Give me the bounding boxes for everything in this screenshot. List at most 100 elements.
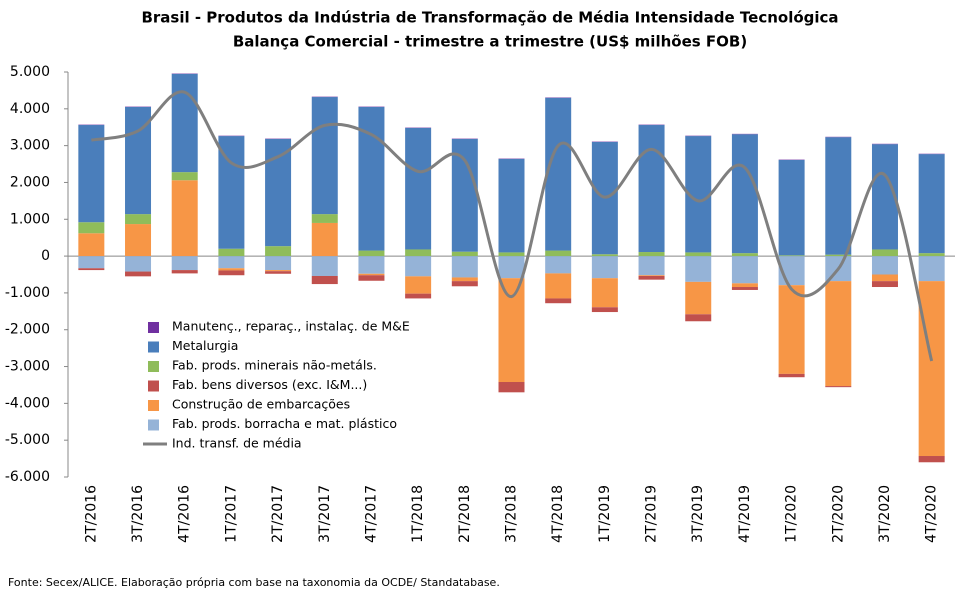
bar-segment: [171, 73, 198, 173]
bar-segment: [545, 298, 572, 304]
bar-segment: [358, 256, 385, 274]
bar-segment: [171, 172, 198, 181]
bar-segment: [871, 281, 898, 288]
bar-segment: [218, 248, 245, 257]
bar-segment: [918, 253, 945, 257]
x-tick-label: 2T/2020: [830, 485, 846, 543]
bar-segment: [498, 158, 525, 253]
x-tick-label: 3T/2017: [317, 485, 333, 543]
legend-label: Manutenç., reparaç., instalaç. de M&E: [172, 319, 410, 334]
x-tick-label: 2T/2017: [270, 485, 286, 543]
bar-segment: [918, 256, 945, 282]
x-tick-label: 1T/2020: [784, 485, 800, 543]
bar-segment: [311, 214, 338, 223]
bar-segment: [218, 256, 245, 269]
bar-segment: [451, 277, 478, 282]
bar-segment: [778, 255, 805, 257]
bar-segment: [358, 273, 385, 276]
bar-segment: [685, 252, 712, 257]
bar-segment: [778, 373, 805, 378]
x-tick-label: 2T/2018: [457, 485, 473, 543]
bar-segment: [825, 386, 852, 388]
x-tick-label: 4T/2019: [737, 485, 753, 543]
bar-segment: [731, 287, 758, 290]
chart-title: Brasil - Produtos da Indústria de Transf…: [141, 9, 838, 27]
y-tick-label: 2.000: [10, 174, 50, 190]
bar-segment: [545, 250, 572, 257]
bar-segment: [591, 254, 618, 257]
x-tick-label: 1T/2017: [223, 485, 239, 543]
bar-segment: [125, 224, 152, 257]
bar-segment: [778, 285, 805, 374]
legend-swatch: [148, 380, 159, 392]
legend-swatch: [148, 419, 159, 431]
chart-subtitle: Balança Comercial - trimestre a trimestr…: [233, 33, 747, 51]
source-note: Fonte: Secex/ALICE. Elaboração própria c…: [8, 576, 500, 589]
bar-segment: [311, 275, 338, 285]
bar-segment: [918, 456, 945, 463]
bar-segment: [498, 256, 525, 279]
x-tick-label: 4T/2018: [550, 485, 566, 543]
bar-segment: [405, 293, 432, 299]
bar-segment: [171, 256, 198, 271]
bar-segment: [498, 382, 525, 393]
bar-segment: [918, 154, 945, 254]
legend-swatch: [148, 322, 159, 333]
y-tick-label: 5.000: [10, 64, 50, 80]
bar-segment: [825, 137, 852, 255]
bar-segment: [451, 139, 478, 252]
bar-segment: [265, 270, 292, 272]
x-tick-label: 4T/2020: [924, 485, 940, 543]
bar-segment: [265, 246, 292, 257]
bar-segment: [685, 314, 712, 322]
y-tick-label: -4.000: [5, 395, 50, 411]
bar-segment: [545, 273, 572, 299]
bar-segment: [125, 256, 152, 272]
x-tick-label: 2T/2019: [644, 485, 660, 543]
bar-segment: [171, 270, 198, 274]
bar-segment: [265, 271, 292, 274]
bar-segment: [498, 252, 525, 257]
legend-swatch: [148, 400, 159, 411]
bar-segment: [311, 97, 338, 215]
bar-segment: [638, 275, 665, 276]
legend-label: Construção de embarcações: [172, 397, 350, 412]
bar-segment: [498, 278, 525, 383]
bar-segment: [405, 127, 432, 250]
bar-segment: [405, 276, 432, 294]
y-tick-label: -3.000: [5, 359, 50, 375]
legend-label: Fab. prods. borracha e mat. plástico: [172, 416, 397, 431]
bar-segment: [871, 274, 898, 282]
x-tick-label: 1T/2018: [410, 485, 426, 543]
x-tick-label: 1T/2019: [597, 485, 613, 543]
legend-label: Fab. prods. minerais não-metáls.: [172, 358, 377, 373]
bar-segment: [918, 281, 945, 457]
bar-segment: [78, 256, 105, 269]
bar-segment: [78, 233, 105, 257]
bar-segment: [78, 268, 105, 271]
bar-segment: [358, 250, 385, 257]
bar-segment: [171, 180, 198, 257]
bar-segment: [685, 256, 712, 282]
bar-segment: [638, 256, 665, 276]
y-tick-label: -2.000: [5, 322, 50, 338]
bar-segment: [218, 270, 245, 276]
bar-segment: [78, 125, 105, 223]
bar-segment: [451, 256, 478, 278]
bar-segment: [871, 256, 898, 275]
bar-segment: [731, 283, 758, 288]
bar-segment: [591, 307, 618, 313]
legend-label: Metalurgia: [172, 338, 238, 353]
bar-segment: [451, 281, 478, 287]
line-series: [91, 90, 934, 362]
bar-segment: [778, 159, 805, 256]
bar-segment: [125, 271, 152, 277]
bar-segment: [825, 254, 852, 257]
y-tick-label: 4.000: [10, 101, 50, 117]
bar-segment: [591, 256, 618, 279]
x-tick-label: 3T/2020: [877, 485, 893, 543]
x-tick-label: 3T/2019: [690, 485, 706, 543]
bar-segment: [638, 252, 665, 257]
x-tick-label: 4T/2016: [177, 485, 193, 543]
